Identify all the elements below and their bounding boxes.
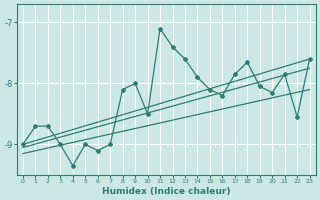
X-axis label: Humidex (Indice chaleur): Humidex (Indice chaleur) (102, 187, 230, 196)
